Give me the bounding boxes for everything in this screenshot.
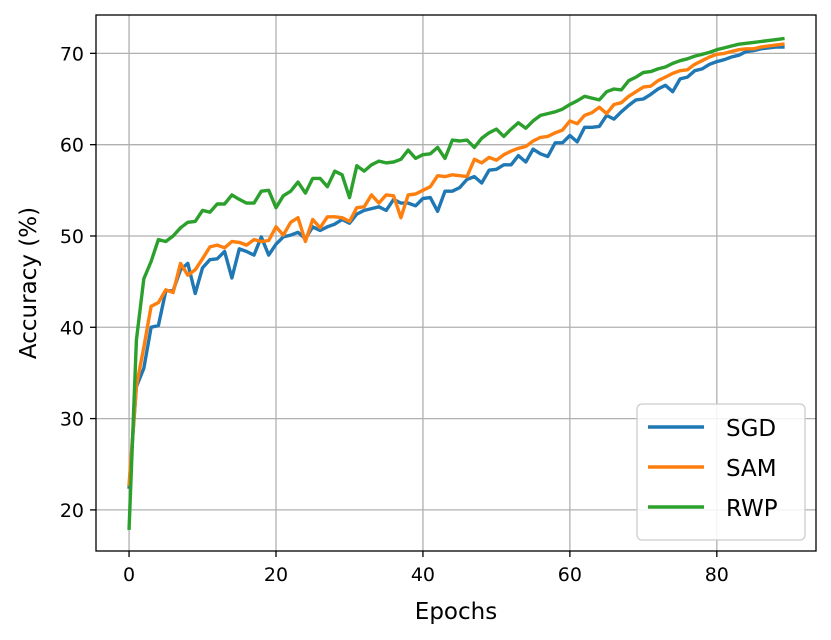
grid-lines: [96, 15, 816, 551]
x-axis-ticks: 0 20 40 60 80: [123, 551, 729, 586]
legend-label-sgd: SGD: [726, 416, 776, 442]
legend-label-rwp: RWP: [726, 496, 778, 522]
series-line-rwp: [127, 36, 785, 530]
series-line-sam: [127, 42, 785, 487]
x-tick-label: 40: [411, 564, 435, 586]
y-tick-label: 40: [60, 317, 84, 339]
legend: SGD SAM RWP: [636, 403, 806, 541]
x-tick-label: 60: [558, 564, 582, 586]
y-tick-label: 50: [60, 226, 84, 248]
legend-label-sam: SAM: [726, 456, 777, 482]
legend-box: [636, 403, 806, 541]
y-axis-ticks: 20 30 40 50 60 70: [60, 43, 96, 522]
y-tick-label: 20: [60, 500, 84, 522]
x-tick-label: 0: [123, 564, 135, 586]
y-axis-label: Accuracy (%): [16, 207, 42, 359]
plot-frame: [95, 14, 817, 552]
y-tick-label: 70: [60, 43, 84, 65]
series-lines: [127, 36, 785, 530]
x-axis-label: Epochs: [415, 599, 497, 625]
x-tick-label: 80: [705, 564, 729, 586]
series-line-sgd: [127, 45, 785, 489]
y-tick-label: 60: [60, 135, 84, 157]
y-tick-label: 30: [60, 409, 84, 431]
x-tick-label: 20: [264, 564, 288, 586]
